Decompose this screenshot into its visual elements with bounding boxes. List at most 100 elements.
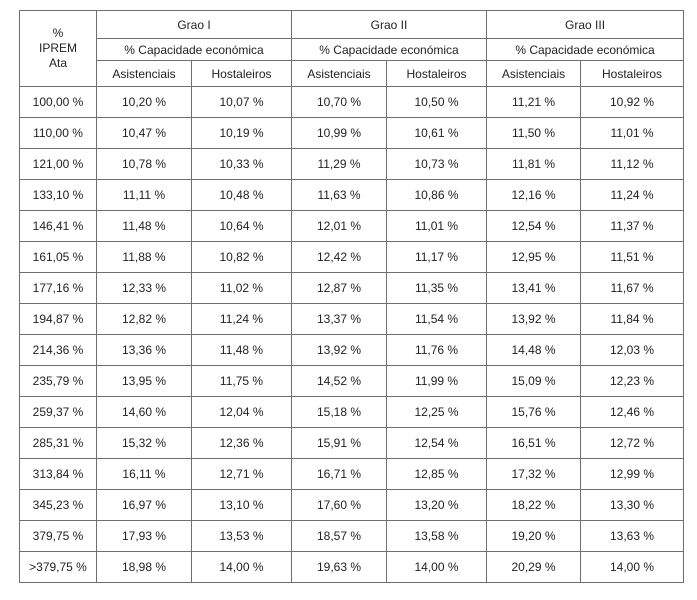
table-cell: 14,52 % (291, 365, 388, 397)
table-cell: 10,07 % (190, 86, 293, 118)
table-cell: 11,81 % (486, 148, 582, 180)
table-cell: 11,75 % (190, 365, 293, 397)
table-row: 177,16 % 12,33 % 11,02 % 12,87 % 11,35 % 13,4… (19, 272, 685, 304)
table-cell: 12,71 % (190, 458, 293, 490)
table-cell: 12,33 % (96, 272, 192, 304)
table-cell: 15,32 % (96, 427, 192, 459)
table-cell: 12,36 % (190, 427, 293, 459)
table-cell: 11,67 % (580, 272, 685, 304)
table-row: 121,00 % 10,78 % 10,33 % 11,29 % 10,73 % 11,8… (19, 148, 685, 180)
table-cell: 11,02 % (190, 272, 293, 304)
corner-header: % IPREM Ata (19, 10, 97, 87)
table-cell: 12,54 % (386, 427, 488, 459)
table-cell: 17,93 % (96, 520, 192, 552)
column-header: Asistenciais (96, 60, 192, 87)
table-cell: 18,22 % (486, 489, 582, 521)
table-cell: 15,91 % (291, 427, 388, 459)
row-header: >379,75 % (19, 551, 97, 583)
table-cell: 12,99 % (580, 458, 685, 490)
rate-table: % IPREM Ata Grao I Grao II Grao III % Capac… (19, 10, 685, 583)
row-header: 379,75 % (19, 520, 97, 552)
table-cell: 11,48 % (96, 210, 192, 242)
table-row: 146,41 % 11,48 % 10,64 % 12,01 % 11,01 % 12,5… (19, 210, 685, 242)
table-cell: 15,18 % (291, 396, 388, 428)
table-row: 110,00 % 10,47 % 10,19 % 10,99 % 10,61 % 11,5… (19, 117, 685, 149)
table-cell: 16,71 % (291, 458, 388, 490)
table-cell: 10,86 % (386, 179, 488, 211)
table-cell: 10,82 % (190, 241, 293, 273)
table-row: 285,31 % 15,32 % 12,36 % 15,91 % 12,54 % 16,5… (19, 427, 685, 459)
table-cell: 11,24 % (190, 303, 293, 335)
table-cell: 11,48 % (190, 334, 293, 366)
table-cell: 13,37 % (291, 303, 388, 335)
table-cell: 11,24 % (580, 179, 685, 211)
table-row: 313,84 % 16,11 % 12,71 % 16,71 % 12,85 % 17,3… (19, 458, 685, 490)
table-cell: 12,72 % (580, 427, 685, 459)
table-cell: 15,09 % (486, 365, 582, 397)
table-cell: 16,97 % (96, 489, 192, 521)
table-cell: 14,00 % (580, 551, 685, 583)
table-cell: 13,95 % (96, 365, 192, 397)
table-cell: 16,11 % (96, 458, 192, 490)
table-cell: 17,32 % (486, 458, 582, 490)
table-cell: 11,88 % (96, 241, 192, 273)
table-cell: 11,99 % (386, 365, 488, 397)
table-cell: 11,63 % (291, 179, 388, 211)
column-header: Hostaleiros (386, 60, 488, 87)
row-header: 177,16 % (19, 272, 97, 304)
table-cell: 10,78 % (96, 148, 192, 180)
row-header: 313,84 % (19, 458, 97, 490)
table-cell: 13,92 % (291, 334, 388, 366)
row-header: 345,23 % (19, 489, 97, 521)
table-cell: 11,54 % (386, 303, 488, 335)
table-row: 379,75 % 17,93 % 13,53 % 18,57 % 13,58 % 19,2… (19, 520, 685, 552)
table-cell: 11,01 % (580, 117, 685, 149)
row-header: 194,87 % (19, 303, 97, 335)
table-cell: 10,61 % (386, 117, 488, 149)
table-cell: 18,98 % (96, 551, 192, 583)
table-cell: 11,76 % (386, 334, 488, 366)
row-header: 285,31 % (19, 427, 97, 459)
row-header: 214,36 % (19, 334, 97, 366)
table-cell: 14,60 % (96, 396, 192, 428)
table-cell: 12,95 % (486, 241, 582, 273)
table-cell: 19,20 % (486, 520, 582, 552)
table-cell: 11,37 % (580, 210, 685, 242)
table-cell: 13,41 % (486, 272, 582, 304)
table-cell: 11,21 % (486, 86, 582, 118)
table-cell: 12,85 % (386, 458, 488, 490)
table-cell: 13,20 % (386, 489, 488, 521)
table-cell: 13,30 % (580, 489, 685, 521)
table-cell: 14,00 % (190, 551, 293, 583)
group-header: Grao II (291, 10, 488, 39)
table-cell: 11,11 % (96, 179, 192, 211)
row-header: 161,05 % (19, 241, 97, 273)
group-subheader: % Capacidade económica (291, 38, 488, 61)
row-header: 133,10 % (19, 179, 97, 211)
table-cell: 10,47 % (96, 117, 192, 149)
table-cell: 12,46 % (580, 396, 685, 428)
row-header: 146,41 % (19, 210, 97, 242)
table-cell: 16,51 % (486, 427, 582, 459)
table-cell: 10,33 % (190, 148, 293, 180)
table-cell: 12,82 % (96, 303, 192, 335)
table-cell: 12,03 % (580, 334, 685, 366)
table-row: 194,87 % 12,82 % 11,24 % 13,37 % 11,54 % 13,9… (19, 303, 685, 335)
table-cell: 20,29 % (486, 551, 582, 583)
table-cell: 11,84 % (580, 303, 685, 335)
table-cell: 13,36 % (96, 334, 192, 366)
table-cell: 11,51 % (580, 241, 685, 273)
table-cell: 11,29 % (291, 148, 388, 180)
table-row: 161,05 % 11,88 % 10,82 % 12,42 % 11,17 % 12,9… (19, 241, 685, 273)
column-header: Asistenciais (291, 60, 388, 87)
table-row: 100,00 % 10,20 % 10,07 % 10,70 % 10,50 % 11,2… (19, 86, 685, 118)
group-subheader: % Capacidade económica (486, 38, 685, 61)
table-cell: 10,48 % (190, 179, 293, 211)
table-row: 133,10 % 11,11 % 10,48 % 11,63 % 10,86 % 12,1… (19, 179, 685, 211)
table-cell: 19,63 % (291, 551, 388, 583)
group-subheader: % Capacidade económica (95, 38, 293, 61)
table-cell: 10,20 % (96, 86, 192, 118)
table-cell: 11,01 % (386, 210, 488, 242)
column-header: Asistenciais (486, 60, 582, 87)
